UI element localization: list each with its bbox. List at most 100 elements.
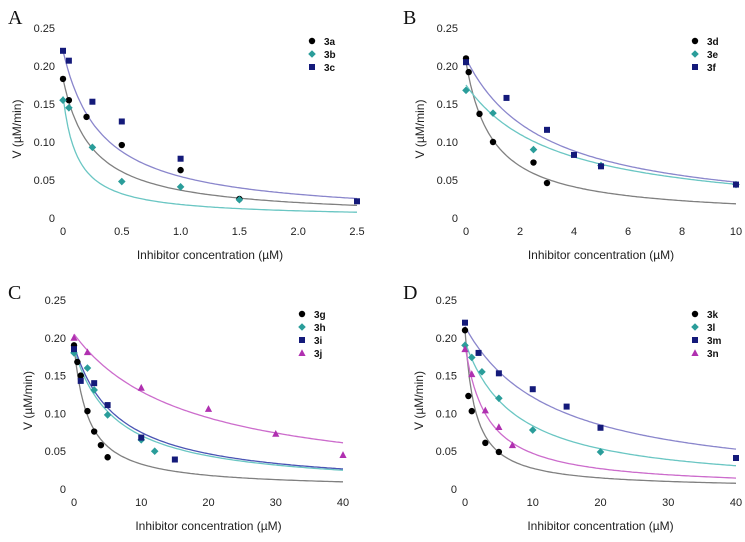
legend-marker-3l xyxy=(691,323,699,331)
y-tick-label: 0.15 xyxy=(437,99,458,111)
legend-label-3f: 3f xyxy=(707,63,717,74)
x-tick-label: 4 xyxy=(571,226,577,238)
legend-marker-3n xyxy=(691,349,699,356)
data-point-3g xyxy=(97,441,105,449)
data-point-3i xyxy=(77,377,84,384)
data-point-3g xyxy=(84,407,91,415)
data-point-3k xyxy=(465,392,472,400)
data-point-3a xyxy=(118,141,126,149)
x-tick-label: 0.5 xyxy=(114,226,129,238)
y-tick-label: 0 xyxy=(60,484,66,496)
data-point-3j xyxy=(137,383,145,391)
legend-label-3a: 3a xyxy=(324,37,336,48)
data-point-3j xyxy=(70,334,78,341)
fit-curve-3j xyxy=(73,333,344,444)
legend-label-3j: 3j xyxy=(314,349,323,360)
data-point-3h xyxy=(90,386,98,394)
data-point-3f xyxy=(733,181,739,188)
panel-letter-b: B xyxy=(403,7,416,29)
data-point-3l xyxy=(478,368,486,376)
legend-label-3g: 3g xyxy=(314,310,326,321)
legend-marker-3b xyxy=(308,50,316,58)
x-tick-label: 0 xyxy=(71,497,77,509)
data-point-3m xyxy=(495,370,502,377)
data-point-3c xyxy=(354,198,360,205)
x-axis-title: Inhibitor concentration (µM) xyxy=(137,248,283,262)
y-tick-label: 0.15 xyxy=(34,99,55,111)
x-tick-label: 0 xyxy=(462,497,468,509)
x-tick-label: 2.0 xyxy=(291,226,306,238)
data-point-3n xyxy=(495,423,503,431)
data-point-3l xyxy=(528,426,537,434)
y-axis-title: V (µM/min) xyxy=(412,371,426,430)
data-point-3h xyxy=(150,447,159,455)
data-point-3g xyxy=(104,454,111,461)
x-tick-label: 1.0 xyxy=(173,226,188,238)
x-tick-label: 10 xyxy=(135,497,147,509)
legend-marker-3d xyxy=(691,37,699,45)
data-point-3k xyxy=(482,439,489,447)
fit-curve-3h xyxy=(73,348,344,471)
fit-curve-3l xyxy=(464,341,737,467)
legend-marker-3f xyxy=(692,64,698,70)
data-point-3b xyxy=(65,104,73,112)
x-tick-label: 30 xyxy=(270,497,282,509)
x-tick-label: 10 xyxy=(730,226,742,238)
data-point-3f xyxy=(598,163,604,170)
x-axis-title: Inhibitor concentration (µM) xyxy=(527,519,673,533)
fit-curve-3a xyxy=(62,78,358,207)
fit-curve-3b xyxy=(62,96,357,213)
legend-marker-3a xyxy=(308,37,316,45)
data-point-3n xyxy=(481,406,489,414)
x-tick-label: 8 xyxy=(679,226,685,238)
data-point-3d xyxy=(543,179,551,187)
fit-curve-3g xyxy=(73,345,343,483)
data-point-3m xyxy=(475,349,482,356)
data-point-3f xyxy=(463,59,469,66)
y-tick-label: 0.10 xyxy=(436,408,457,420)
data-point-3d xyxy=(530,159,537,166)
data-point-3i xyxy=(138,434,145,441)
x-tick-label: 2.5 xyxy=(349,226,364,238)
data-point-3a xyxy=(59,75,67,83)
legend-label-3d: 3d xyxy=(707,37,719,48)
legend-marker-3c xyxy=(309,64,315,70)
data-point-3j xyxy=(272,430,280,437)
data-point-3m xyxy=(597,424,604,431)
data-point-3k xyxy=(461,327,469,334)
data-point-3l xyxy=(467,353,476,362)
y-tick-label: 0 xyxy=(451,484,457,496)
panel-letter-a: A xyxy=(8,7,23,29)
data-point-3d xyxy=(476,110,483,118)
x-tick-label: 30 xyxy=(662,497,674,509)
data-point-3l xyxy=(495,394,503,403)
data-point-3e xyxy=(529,145,538,154)
data-point-3a xyxy=(65,97,73,104)
y-tick-label: 0.05 xyxy=(436,446,457,458)
data-point-3m xyxy=(462,319,468,326)
data-point-3n xyxy=(461,345,469,353)
x-tick-label: 2 xyxy=(517,226,523,238)
legend-marker-3i xyxy=(299,337,305,343)
panel-b: B 0 0.05 0.10 0.15 0.20 0.25 0 2 4 6 8 10 Inhibitor c… xyxy=(403,7,742,262)
data-point-3i xyxy=(71,346,77,353)
legend-label-3e: 3e xyxy=(707,50,719,61)
fit-curve-3n xyxy=(464,345,737,479)
x-tick-label: 1.5 xyxy=(232,226,247,238)
y-tick-label: 0.25 xyxy=(45,295,66,307)
legend-marker-3j xyxy=(298,349,306,356)
y-tick-label: 0.25 xyxy=(34,23,55,35)
legend-marker-3h xyxy=(298,323,306,331)
legend-label-3n: 3n xyxy=(707,349,719,360)
data-point-3k xyxy=(468,407,475,415)
x-tick-label: 20 xyxy=(594,497,606,509)
y-tick-label: 0.15 xyxy=(45,371,66,383)
data-point-3h xyxy=(83,364,92,372)
panel-c: C 0 0.05 0.10 0.15 0.20 0.25 0 10 20 30 40 Inhibitor… xyxy=(8,282,349,533)
y-tick-label: 0.20 xyxy=(34,61,55,73)
y-axis-title: V (µM/min) xyxy=(413,100,427,159)
y-tick-label: 0.25 xyxy=(437,23,458,35)
x-axis-title: Inhibitor concentration (µM) xyxy=(528,248,674,262)
y-tick-label: 0.20 xyxy=(45,333,66,345)
y-tick-label: 0.10 xyxy=(34,137,55,149)
